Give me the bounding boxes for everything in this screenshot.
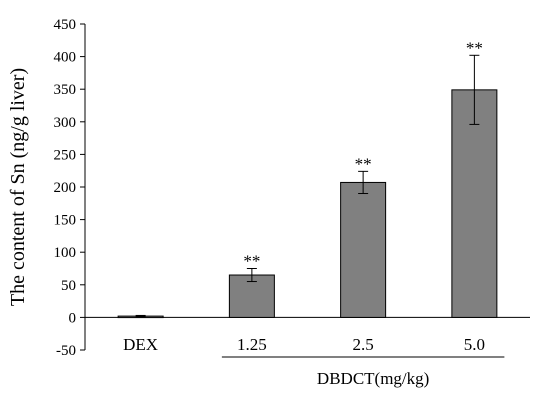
category-label: 5.0 <box>464 335 485 354</box>
y-tick-label: 300 <box>54 115 77 131</box>
bars: ** ** ** <box>117 38 498 319</box>
category-label: DEX <box>123 335 158 354</box>
y-tick-label: 100 <box>54 245 77 261</box>
bar <box>340 181 387 318</box>
y-tick-label: -50 <box>56 343 76 359</box>
y-tick-label: 200 <box>54 180 77 196</box>
category-labels: DEX 1.25 2.5 5.0 <box>123 335 485 354</box>
significance-label: ** <box>466 38 483 57</box>
y-tick-label: 450 <box>54 17 77 33</box>
y-tick-label: 250 <box>54 147 77 163</box>
y-tick-label: 350 <box>54 82 77 98</box>
category-label: 2.5 <box>353 335 374 354</box>
significance-label: ** <box>355 154 372 173</box>
y-tick-label: 150 <box>54 213 77 229</box>
group-label: DBDCT(mg/kg) <box>317 369 429 388</box>
category-label: 1.25 <box>237 335 267 354</box>
y-tick-label: 0 <box>69 310 77 326</box>
significance-label: ** <box>243 252 260 271</box>
bar <box>451 89 498 318</box>
y-axis-ticks: -50 0 50 100 150 200 250 300 350 400 450 <box>54 17 85 359</box>
y-tick-label: 400 <box>54 50 77 66</box>
y-tick-label: 50 <box>61 278 76 294</box>
y-axis-title: The content of Sn (ng/g liver) <box>7 68 29 306</box>
